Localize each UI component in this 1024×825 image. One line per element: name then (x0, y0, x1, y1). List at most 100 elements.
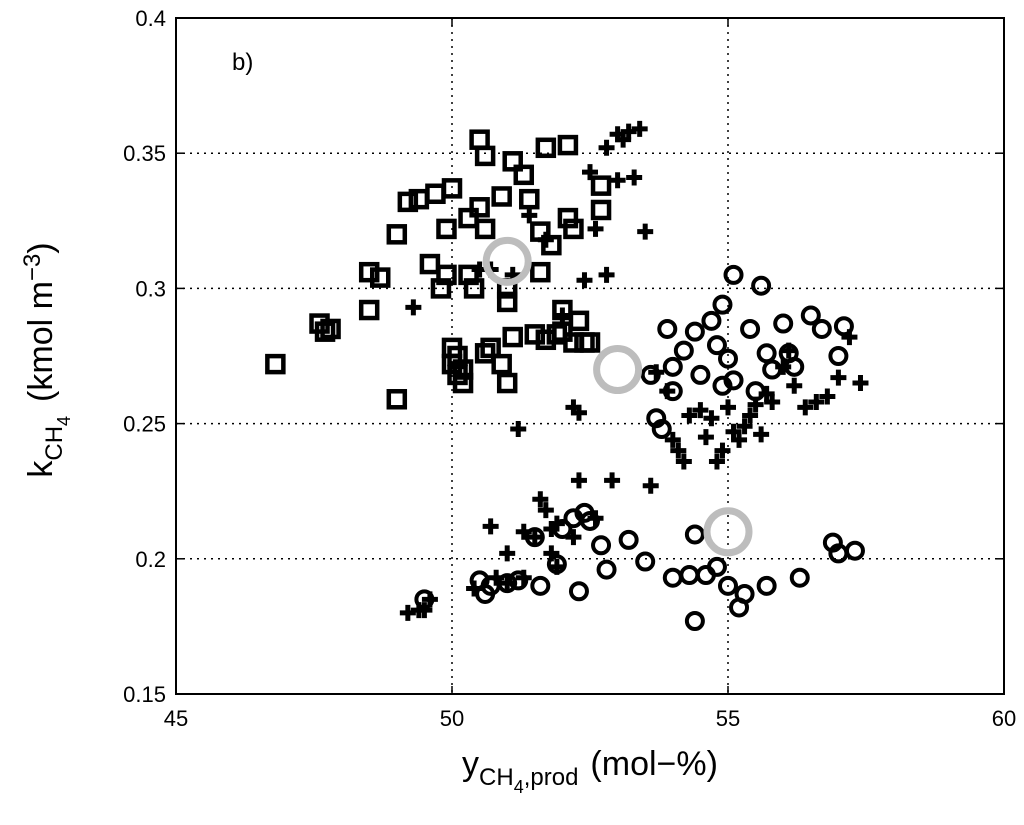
circle-point (662, 381, 683, 402)
y-tick-label: 0.35 (123, 141, 166, 166)
circle-point (789, 567, 810, 588)
circle-point (497, 573, 518, 594)
x-axis-label: yCH4,prod (mol−%) (462, 745, 718, 797)
square-point (452, 359, 474, 380)
plus-point (499, 545, 516, 562)
plus-point (626, 169, 643, 186)
plus-point (753, 426, 770, 443)
circle-point (701, 310, 722, 331)
plus-point (521, 207, 538, 224)
square-point (474, 145, 496, 167)
y-axis-label-close: ) (22, 242, 60, 253)
square-point (579, 332, 601, 353)
x-axis-label-unit: (mol−%) (590, 745, 718, 783)
plus-point (637, 223, 654, 240)
square-point (265, 353, 286, 375)
square-point (590, 199, 612, 221)
circle-point (618, 529, 639, 550)
square-point (502, 326, 523, 348)
plus-point (675, 453, 692, 470)
square-point (314, 321, 336, 342)
plus-point (537, 231, 554, 248)
square-point (496, 372, 518, 394)
square-point (386, 389, 408, 410)
circle-point (684, 610, 705, 631)
plus-point (598, 139, 615, 156)
plus-point (582, 164, 598, 181)
circle-point (718, 575, 738, 596)
plus-point (852, 375, 869, 392)
plus-point (570, 472, 587, 489)
square-point (474, 218, 496, 240)
circle-point (508, 570, 529, 591)
y-axis-label-unit: (kmol m (22, 281, 60, 402)
plus-point (830, 369, 847, 386)
series-plus (399, 120, 869, 621)
series-large-circle (482, 236, 753, 557)
plus-point (670, 442, 687, 459)
circle-point (751, 275, 772, 296)
y-tick-label: 0.2 (135, 547, 166, 572)
circle-point (530, 575, 551, 596)
plus-point (399, 604, 416, 621)
plus-point (714, 442, 731, 459)
circle-point (580, 510, 600, 531)
square-point (535, 137, 557, 159)
reference-circle (482, 236, 532, 286)
square-point (320, 318, 341, 340)
circle-point (662, 356, 683, 377)
plus-point (631, 120, 648, 137)
circle-point (640, 364, 661, 385)
plus-point (620, 123, 637, 140)
series-circle (414, 264, 865, 631)
y-axis-label-sub-digit: 4 (54, 416, 74, 426)
plus-point (681, 407, 698, 424)
plus-point (510, 421, 527, 438)
plus-point (576, 272, 593, 289)
plus-point (764, 393, 781, 410)
square-point (491, 186, 512, 207)
x-tick-label: 45 (164, 706, 188, 731)
y-tick-label: 0.3 (135, 276, 166, 301)
square-point (502, 151, 523, 172)
circle-point (718, 348, 738, 369)
circle-point (524, 527, 545, 548)
plus-point (664, 431, 681, 448)
circle-point (723, 370, 744, 391)
plus-point (554, 307, 571, 324)
circle-point (690, 364, 711, 385)
series-square (265, 129, 612, 410)
plus-point (786, 377, 803, 394)
circle-point (740, 318, 761, 339)
plus-point (697, 429, 714, 446)
square-point (369, 267, 391, 288)
plus-point (609, 172, 626, 189)
circle-point (800, 305, 821, 326)
square-point (452, 372, 474, 394)
circle-point (591, 535, 612, 556)
circle-point (635, 551, 656, 572)
plus-point (736, 418, 753, 435)
y-axis-label-main: k (22, 460, 60, 478)
square-point (491, 353, 512, 375)
x-tick-label: 55 (716, 706, 740, 731)
plus-point (692, 402, 709, 419)
circle-point (828, 346, 849, 366)
plus-point (405, 299, 422, 316)
y-tick-label: 0.15 (123, 682, 166, 707)
square-point (590, 175, 612, 196)
panel-label: b) (232, 49, 253, 76)
square-point (513, 164, 535, 186)
circle-point (706, 335, 727, 356)
circle-point (784, 356, 805, 377)
circle-point (662, 567, 683, 588)
square-point (430, 278, 452, 299)
y-axis-label: kCH4 (kmol m−3) (19, 242, 74, 477)
plus-point (808, 393, 825, 410)
plus-point (537, 502, 554, 519)
plus-point (819, 388, 836, 405)
plus-point (708, 453, 725, 470)
plus-point (604, 472, 621, 489)
y-axis-label-exponent: −3 (19, 254, 46, 281)
